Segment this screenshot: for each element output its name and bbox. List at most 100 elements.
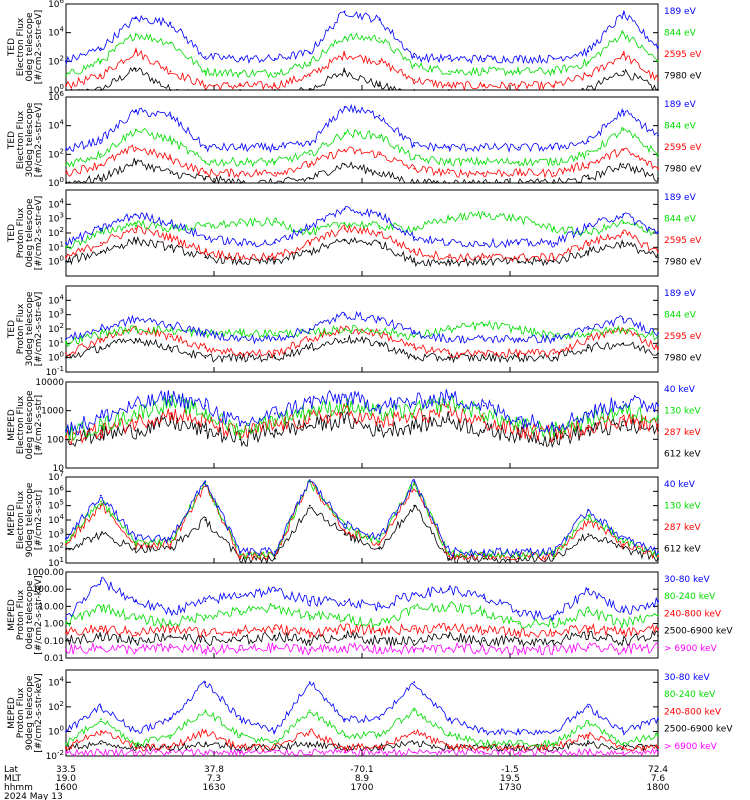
y-tick-label: 10-2 — [46, 749, 64, 762]
data-point — [169, 543, 172, 546]
data-point — [308, 250, 311, 253]
data-point — [622, 610, 625, 613]
data-point — [204, 730, 207, 733]
y-axis-title-line: TED — [7, 38, 17, 57]
data-point — [482, 610, 485, 613]
data-point — [378, 540, 381, 543]
data-point — [587, 242, 590, 244]
data-point — [482, 352, 485, 355]
y-tick-label: 101 — [48, 336, 64, 349]
y-axis-title-line: MEPED — [7, 697, 17, 729]
y-axis-title-line: TED — [7, 320, 17, 339]
data-point — [378, 605, 381, 608]
data-point — [378, 746, 381, 749]
data-point — [274, 751, 276, 754]
data-point — [239, 256, 242, 259]
data-point — [587, 332, 590, 335]
data-point — [482, 555, 485, 558]
data-point — [448, 260, 450, 263]
legend-entry: 2595 eV — [664, 332, 702, 342]
data-point — [657, 177, 659, 180]
data-point — [308, 648, 311, 651]
data-point — [657, 416, 659, 418]
data-point — [239, 639, 242, 642]
data-point — [134, 600, 137, 603]
data-point — [99, 232, 102, 234]
series-line-red — [65, 144, 659, 179]
data-point — [99, 533, 102, 536]
data-point — [448, 734, 450, 737]
data-point — [517, 631, 520, 634]
data-point — [65, 74, 67, 77]
footer-row-label: MLT — [4, 774, 22, 784]
y-axis-title-line: [#/cm2-s-str-eV] — [34, 103, 44, 178]
data-point — [517, 352, 520, 355]
data-point — [448, 553, 450, 556]
series-line-red — [65, 47, 659, 92]
data-point — [413, 401, 416, 403]
data-point — [378, 404, 381, 407]
data-point — [552, 172, 555, 174]
panel-2: 100 102 104 106 TED Electron Flux 30deg telesc… — [7, 90, 702, 189]
y-tick-label: 104 — [48, 675, 64, 688]
data-point — [378, 60, 381, 63]
y-tick-label: 100 — [48, 724, 64, 737]
data-point — [99, 328, 102, 330]
y-axis-title-line: [#/cm2-s-str-keV] — [34, 575, 44, 654]
data-point — [308, 328, 311, 330]
data-point — [517, 751, 520, 754]
data-point — [552, 622, 555, 625]
data-point — [657, 614, 659, 617]
data-point — [622, 13, 625, 15]
data-point — [448, 605, 450, 608]
data-point — [587, 338, 590, 340]
data-point — [517, 89, 520, 91]
series-line-black — [65, 504, 659, 565]
data-point — [343, 634, 346, 637]
data-point — [134, 742, 137, 745]
data-point — [134, 50, 137, 53]
data-point — [343, 53, 346, 56]
data-point — [622, 342, 625, 345]
data-point — [204, 429, 207, 432]
data-point — [134, 129, 137, 131]
data-point — [343, 149, 346, 151]
footer-value-lat: -70.1 — [350, 765, 373, 775]
legend-entry: 7980 eV — [664, 72, 702, 82]
data-point — [274, 352, 276, 355]
series-line-black — [65, 235, 659, 268]
footer-value-hhmm: 1600 — [55, 783, 78, 793]
data-point — [99, 416, 102, 418]
data-point — [413, 481, 416, 484]
y-tick-label: 103 — [48, 308, 64, 321]
data-point — [274, 72, 276, 75]
data-point — [204, 172, 207, 174]
data-point — [65, 746, 67, 749]
data-point — [169, 421, 172, 423]
data-point — [378, 421, 381, 423]
legend-entry: 844 eV — [664, 122, 697, 132]
data-point — [587, 533, 590, 536]
data-point — [239, 746, 242, 749]
data-point — [343, 328, 346, 330]
data-point — [657, 46, 659, 48]
data-point — [65, 617, 67, 620]
data-point — [99, 89, 102, 91]
data-point — [378, 114, 381, 117]
data-point — [378, 537, 381, 540]
data-point — [622, 622, 625, 625]
y-axis-title-line: 30deg telescope — [25, 102, 35, 177]
data-point — [99, 605, 102, 608]
data-point — [657, 232, 659, 234]
data-point — [378, 318, 381, 320]
data-point — [482, 730, 485, 733]
data-point — [239, 242, 242, 244]
data-point — [448, 256, 450, 259]
data-point — [134, 318, 137, 320]
data-point — [204, 356, 207, 359]
data-point — [657, 256, 659, 259]
data-point — [274, 242, 276, 244]
data-point — [239, 718, 242, 721]
data-point — [587, 514, 590, 517]
y-axis-title-line: [#/cm2-s-str-eV] — [34, 292, 44, 367]
